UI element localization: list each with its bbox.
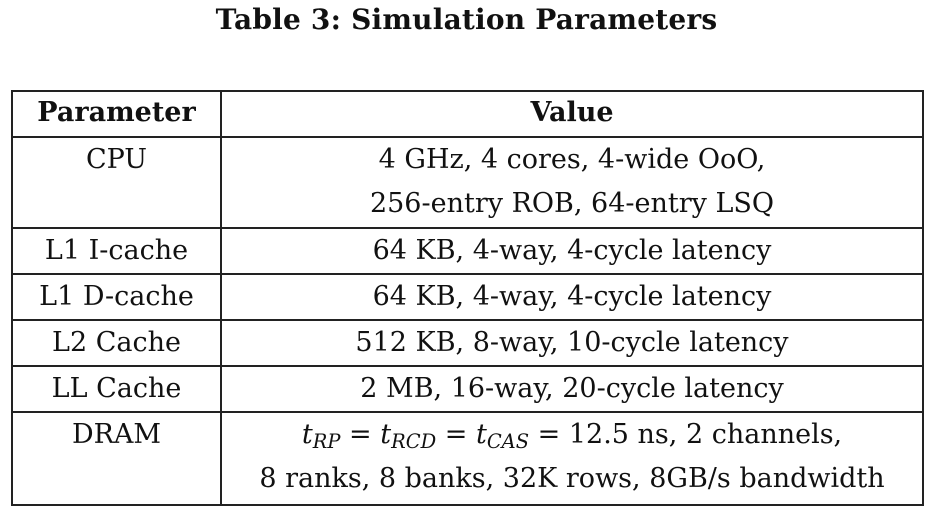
math-t-rcd: tRCD <box>380 419 437 453</box>
math-symbol: t <box>380 419 392 450</box>
table-row: CPU 4 GHz, 4 cores, 4-wide OoO, 256-entr… <box>11 136 924 229</box>
math-subscript: RCD <box>391 429 437 453</box>
header-parameter: Parameter <box>11 90 222 138</box>
math-operator: = <box>436 419 476 450</box>
table-caption: Table 3: Simulation Parameters <box>215 3 718 36</box>
table-row: L1 D-cache 64 KB, 4-way, 4-cycle latency <box>11 273 924 321</box>
table-row: L2 Cache 512 KB, 8-way, 10-cycle latency <box>11 319 924 367</box>
value-text: = 12.5 ns, 2 channels, <box>529 419 843 450</box>
table-row: LL Cache 2 MB, 16-way, 20-cycle latency <box>11 365 924 413</box>
parameter-cell: DRAM <box>11 411 222 506</box>
value-line: 4 GHz, 4 cores, 4-wide OoO, <box>378 144 766 175</box>
parameter-cell: L1 I-cache <box>11 227 222 275</box>
parameter-cell: L1 D-cache <box>11 273 222 321</box>
math-symbol: t <box>301 419 313 450</box>
value-line: 8 ranks, 8 banks, 32K rows, 8GB/s bandwi… <box>259 463 885 494</box>
value-cell: tRP = tRCD = tCAS = 12.5 ns, 2 channels,… <box>220 411 924 506</box>
value-line: 256-entry ROB, 64-entry LSQ <box>369 188 775 219</box>
math-symbol: t <box>475 419 487 450</box>
table-row: L1 I-cache 64 KB, 4-way, 4-cycle latency <box>11 227 924 275</box>
table-row: DRAM tRP = tRCD = tCAS = 12.5 ns, 2 chan… <box>11 411 924 506</box>
math-t-cas: tCAS <box>475 419 530 453</box>
math-subscript: RP <box>312 429 341 453</box>
table-header-row: Parameter Value <box>11 90 924 138</box>
value-cell: 64 KB, 4-way, 4-cycle latency <box>220 273 924 321</box>
dram-timing-line: tRP = tRCD = tCAS = 12.5 ns, 2 channels, <box>228 413 916 457</box>
header-value: Value <box>220 90 924 138</box>
value-cell: 4 GHz, 4 cores, 4-wide OoO, 256-entry RO… <box>220 136 924 229</box>
parameter-cell: L2 Cache <box>11 319 222 367</box>
math-operator: = <box>340 419 381 450</box>
value-cell: 2 MB, 16-way, 20-cycle latency <box>220 365 924 413</box>
math-t-rp: tRP <box>301 419 341 453</box>
simulation-parameters-table: Parameter Value CPU 4 GHz, 4 cores, 4-wi… <box>11 90 924 506</box>
parameter-cell: CPU <box>11 136 222 229</box>
parameter-cell: LL Cache <box>11 365 222 413</box>
math-subscript: CAS <box>486 429 530 453</box>
value-cell: 512 KB, 8-way, 10-cycle latency <box>220 319 924 367</box>
value-cell: 64 KB, 4-way, 4-cycle latency <box>220 227 924 275</box>
